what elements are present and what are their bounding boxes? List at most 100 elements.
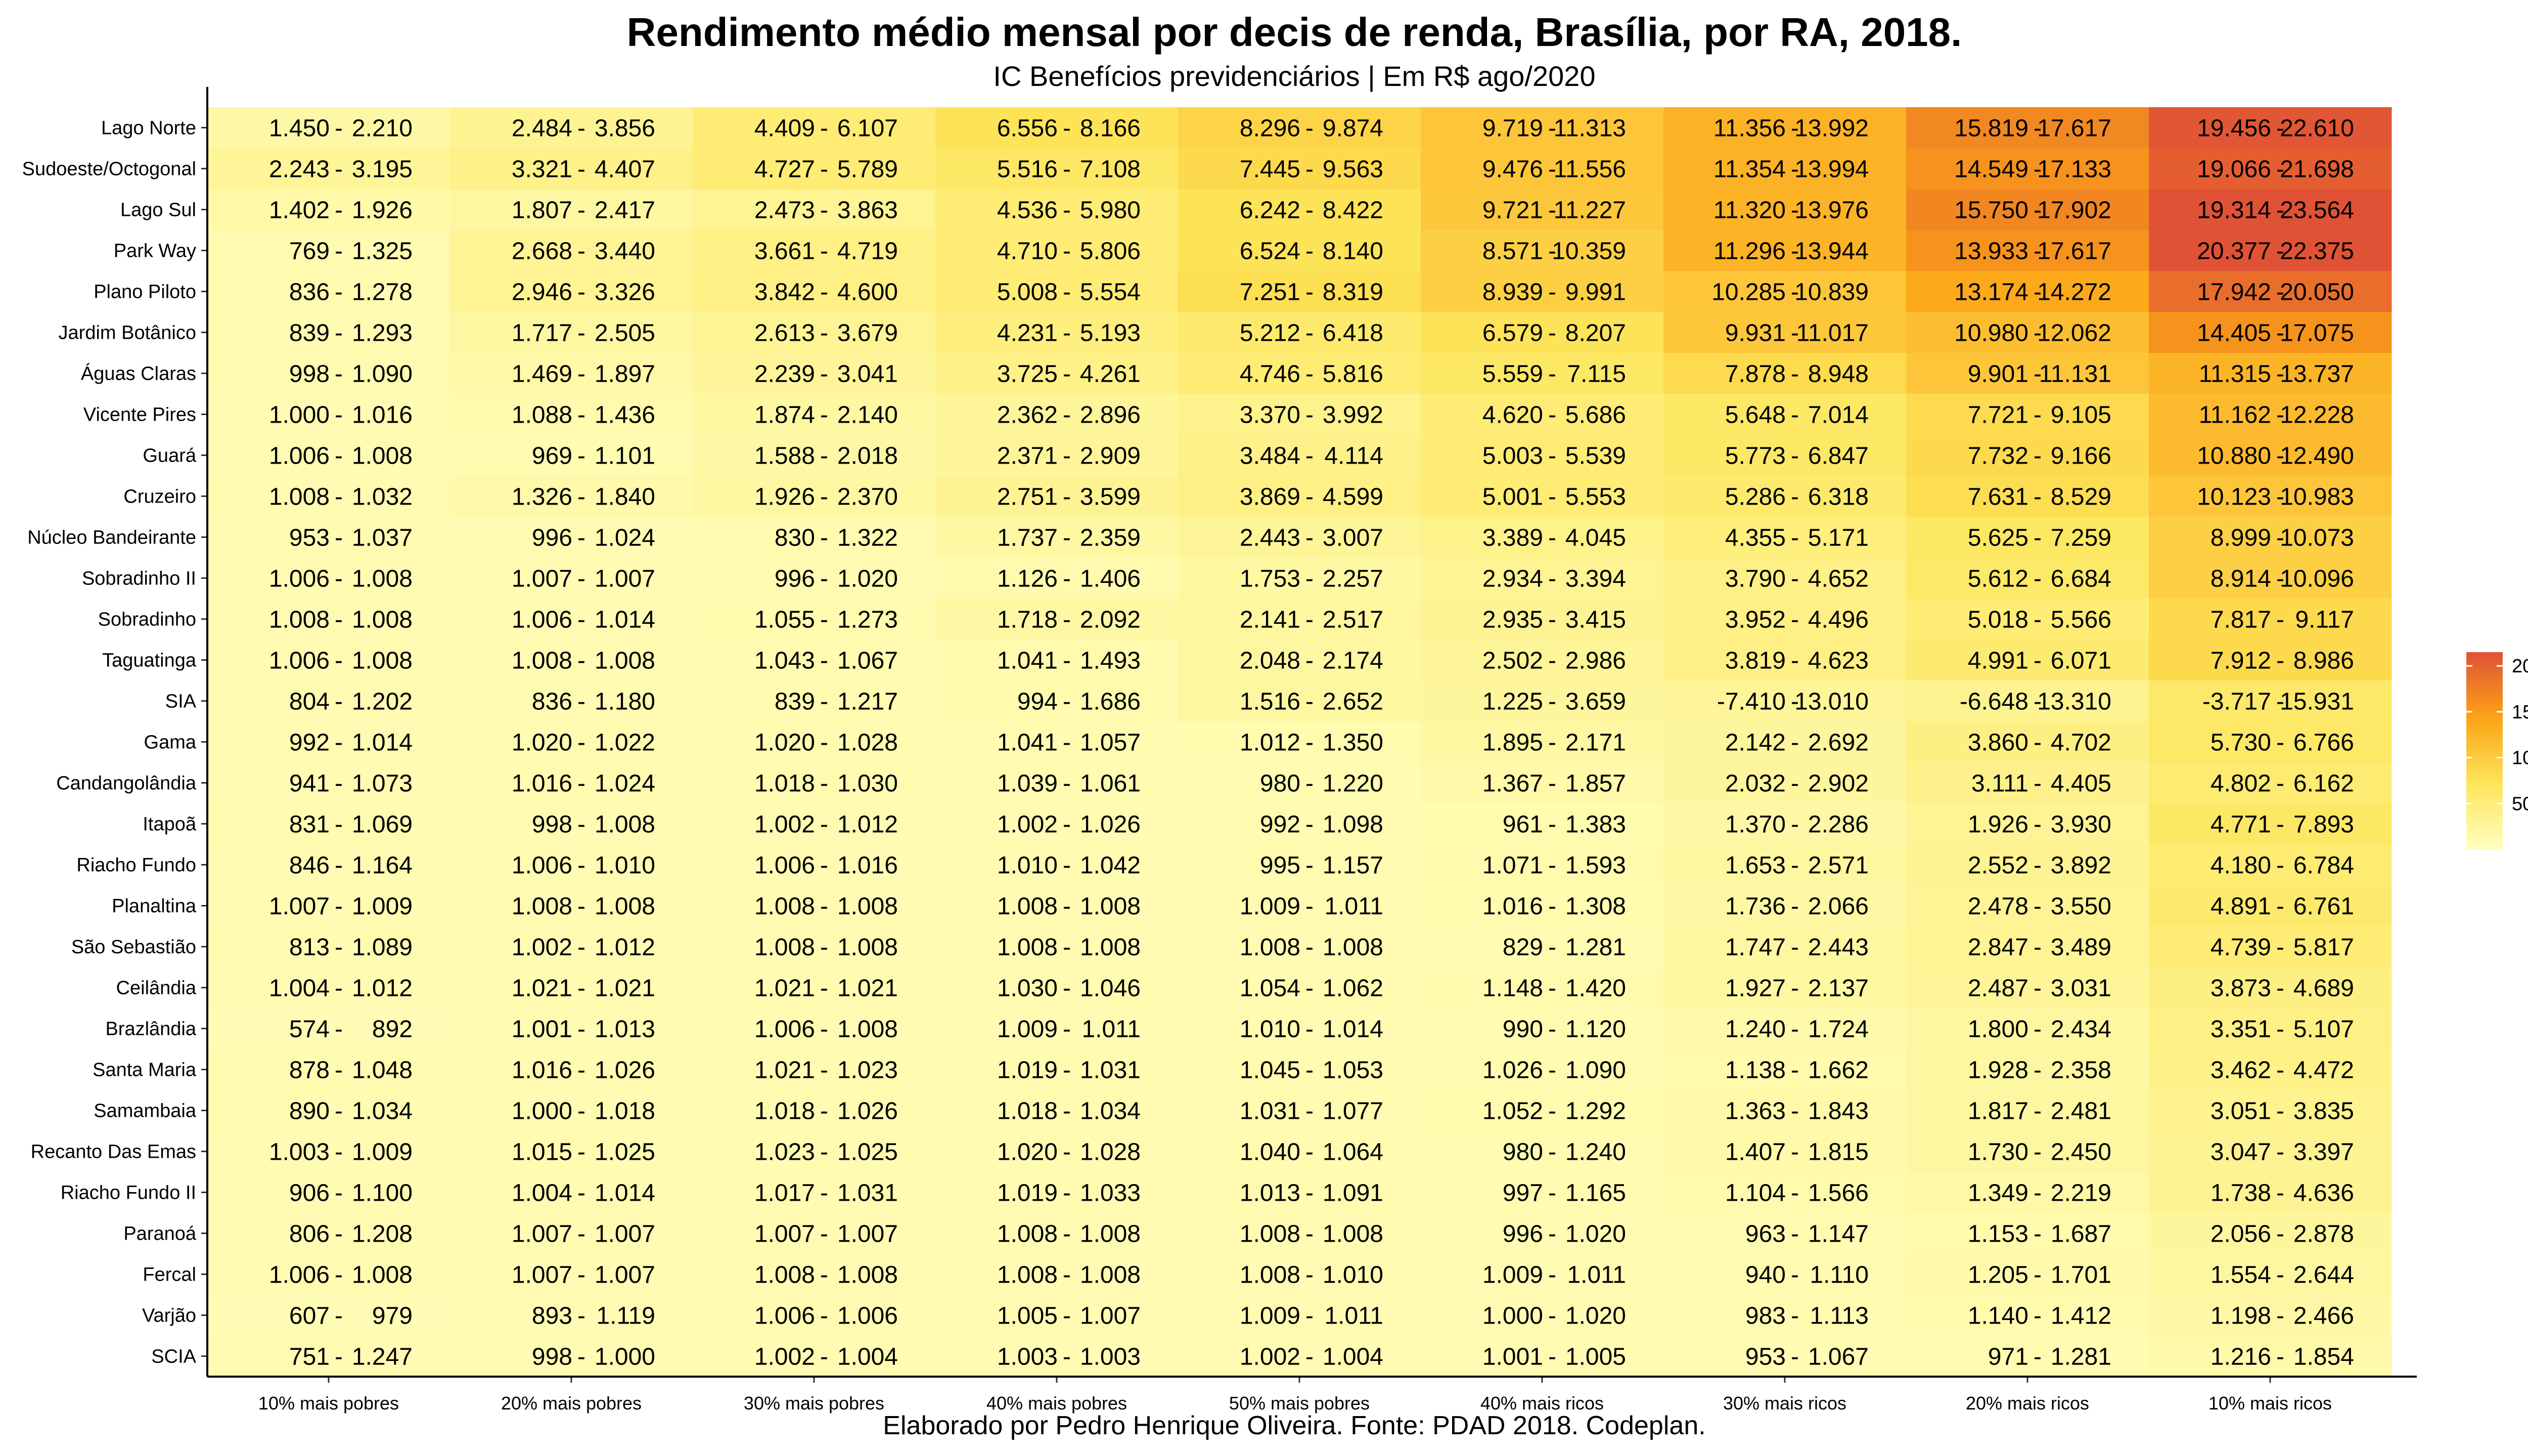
heatmap-cell (1178, 271, 1421, 312)
cell-high-value: 3.892 (2051, 852, 2111, 879)
cell-high-value: 13.992 (1794, 115, 1869, 142)
heatmap-cell (693, 435, 936, 476)
cell-separator: - (1305, 730, 1314, 756)
cell-low-value: 940 (1745, 1262, 1786, 1289)
cell-high-value: 1.004 (1323, 1344, 1383, 1371)
cell-high-value: 11.313 (1554, 115, 1626, 142)
cell-low-value: 1.010 (997, 852, 1058, 879)
cell-low-value: 1.554 (2210, 1262, 2271, 1289)
cell-separator: - (1548, 1016, 1556, 1043)
cell-separator: - (577, 279, 585, 306)
heatmap-cell (935, 1008, 1179, 1050)
cell-separator: - (820, 1303, 828, 1330)
cell-separator: - (335, 648, 343, 674)
cell-high-value: 1.012 (595, 934, 655, 961)
cell-high-value: 1.008 (595, 893, 655, 920)
cell-high-value: 1.724 (1808, 1016, 1869, 1043)
cell-separator: - (335, 893, 343, 920)
cell-high-value: 15.931 (2280, 689, 2354, 715)
cell-low-value: 997 (1503, 1180, 1543, 1207)
cell-low-value: 2.142 (1725, 730, 1786, 756)
cell-low-value: 1.008 (754, 893, 815, 920)
heatmap-cell (693, 885, 936, 927)
cell-high-value: 2.692 (1808, 730, 1869, 756)
cell-separator: - (1063, 730, 1071, 756)
cell-separator: - (335, 1057, 343, 1084)
cell-high-value: 1.014 (1323, 1016, 1383, 1043)
cell-low-value: 1.007 (754, 1221, 815, 1248)
cell-low-value: 1.004 (512, 1180, 572, 1207)
heatmap-cell (1178, 353, 1421, 394)
cell-low-value: 6.242 (1240, 197, 1300, 224)
cell-separator: - (1791, 525, 1799, 552)
cell-high-value: 8.140 (1323, 238, 1383, 265)
heatmap-cell (1663, 271, 1907, 312)
heatmap-cell (2149, 1008, 2392, 1050)
cell-low-value: 574 (289, 1016, 330, 1043)
cell-low-value: 961 (1503, 811, 1543, 838)
heatmap-cell (450, 394, 693, 435)
cell-separator: - (1305, 689, 1314, 715)
cell-separator: - (1063, 893, 1071, 920)
cell-separator: - (577, 156, 585, 183)
cell-low-value: 4.231 (997, 320, 1058, 347)
cell-low-value: 8.571 (1482, 238, 1543, 265)
heatmap-cell (935, 967, 1179, 1009)
cell-separator: - (335, 484, 343, 511)
heatmap-cell (1663, 967, 1907, 1009)
heatmap-cell (935, 558, 1179, 599)
cell-high-value: 7.893 (2293, 811, 2354, 838)
cell-separator: - (577, 402, 585, 429)
cell-high-value: 1.090 (352, 361, 413, 388)
cell-separator: - (2276, 1180, 2284, 1207)
heatmap-cell (207, 721, 450, 763)
cell-high-value: 5.193 (1080, 320, 1141, 347)
heatmap-cell (2149, 271, 2392, 312)
cell-low-value: 5.612 (1968, 566, 2028, 593)
heatmap-cell (207, 926, 450, 968)
column-label: 10% mais pobres (258, 1393, 399, 1414)
cell-separator: - (1063, 525, 1071, 552)
cell-separator: - (1548, 1303, 1556, 1330)
cell-high-value: 17.617 (2037, 115, 2111, 142)
cell-high-value: 10.073 (2280, 525, 2354, 552)
cell-low-value: 1.031 (1240, 1098, 1300, 1125)
heatmap-cell (207, 189, 450, 231)
heatmap-cell (693, 558, 936, 599)
cell-low-value: 15.819 (1954, 115, 2028, 142)
cell-separator: - (577, 975, 585, 1002)
heatmap-cell (450, 1213, 693, 1254)
cell-separator: - (2276, 115, 2284, 142)
cell-separator: - (2034, 525, 2042, 552)
cell-low-value: 1.041 (997, 648, 1058, 674)
heatmap-cell (1421, 680, 1664, 722)
cell-low-value: 5.286 (1725, 484, 1786, 511)
cell-high-value: 1.064 (1323, 1139, 1383, 1166)
heatmap-cell (1178, 312, 1421, 353)
cell-separator: - (335, 197, 343, 224)
cell-separator: - (335, 525, 343, 552)
heatmap-cell (2149, 1213, 2392, 1254)
cell-separator: - (2034, 811, 2042, 838)
cell-separator: - (820, 689, 828, 715)
cell-high-value: 1.032 (352, 484, 413, 511)
heatmap-cell (1421, 844, 1664, 886)
cell-low-value: 2.048 (1240, 648, 1300, 674)
cell-separator: - (1548, 484, 1556, 511)
cell-low-value: 4.746 (1240, 361, 1300, 388)
cell-separator: - (577, 1016, 585, 1043)
heatmap-cell (1663, 148, 1907, 190)
cell-separator: - (577, 852, 585, 879)
cell-low-value: 980 (1260, 770, 1300, 797)
cell-separator: - (820, 238, 828, 265)
cell-low-value: 6.579 (1482, 320, 1543, 347)
cell-high-value: 1.008 (837, 1262, 898, 1289)
heatmap-cell (1421, 517, 1664, 558)
cell-high-value: 2.878 (2293, 1221, 2354, 1248)
cell-separator: - (2276, 730, 2284, 756)
cell-low-value: 4.891 (2210, 893, 2271, 920)
cell-high-value: 13.994 (1794, 156, 1869, 183)
cell-low-value: 20.377 (2197, 238, 2271, 265)
cell-low-value: 8.914 (2210, 566, 2271, 593)
heatmap-cell (1906, 1090, 2149, 1131)
